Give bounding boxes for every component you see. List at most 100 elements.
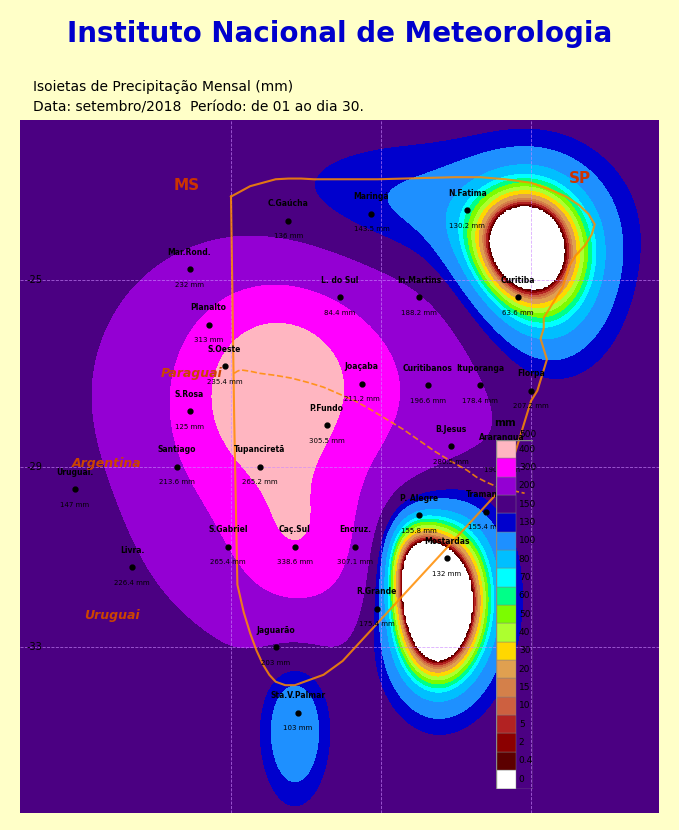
Text: -33: -33 <box>26 642 43 652</box>
Text: Curitibanos: Curitibanos <box>403 364 452 373</box>
Text: 63.6 mm: 63.6 mm <box>502 310 534 315</box>
Text: 188.2 mm: 188.2 mm <box>401 310 437 315</box>
Bar <box>496 458 516 476</box>
Text: 280.5 mm: 280.5 mm <box>433 458 469 465</box>
Text: Planalto: Planalto <box>191 303 227 312</box>
Bar <box>496 476 516 495</box>
Text: 400: 400 <box>519 445 536 453</box>
Text: 338.6 mm: 338.6 mm <box>277 559 313 565</box>
Text: 136 mm: 136 mm <box>274 233 303 239</box>
Text: L. do Sul: L. do Sul <box>320 276 359 285</box>
Text: Caç.Sul: Caç.Sul <box>279 525 311 534</box>
Bar <box>496 715 516 734</box>
Text: Data: setembro/2018  Período: de 01 ao dia 30.: Data: setembro/2018 Período: de 01 ao di… <box>33 100 364 115</box>
Text: 20: 20 <box>519 665 530 674</box>
Text: 125 mm: 125 mm <box>175 424 204 430</box>
Text: S.Oeste: S.Oeste <box>208 345 241 354</box>
Text: 226.4 mm: 226.4 mm <box>114 580 150 586</box>
Text: Jaguarão: Jaguarão <box>256 626 295 635</box>
Text: Encruz.: Encruz. <box>340 525 371 534</box>
Text: -25: -25 <box>26 275 43 285</box>
Text: 232 mm: 232 mm <box>175 282 204 288</box>
Text: S.Gabriel: S.Gabriel <box>208 525 248 534</box>
Text: 265.4 mm: 265.4 mm <box>210 559 246 565</box>
Text: 80: 80 <box>519 554 530 564</box>
Bar <box>496 734 516 752</box>
Text: Santiago: Santiago <box>158 446 196 454</box>
Polygon shape <box>20 120 295 813</box>
Text: 103 mm: 103 mm <box>283 725 312 731</box>
Bar <box>496 495 516 513</box>
Text: 0: 0 <box>519 775 525 784</box>
Bar <box>496 678 516 696</box>
Bar <box>496 569 516 587</box>
Text: Araranguá: Araranguá <box>479 433 525 442</box>
Text: 60: 60 <box>519 591 530 600</box>
Text: 40: 40 <box>519 628 530 637</box>
Text: Uruguai: Uruguai <box>84 609 140 622</box>
Bar <box>496 696 516 715</box>
Text: 155.4 mm: 155.4 mm <box>469 525 504 530</box>
Text: -29: -29 <box>26 461 43 472</box>
Text: Joaçaba: Joaçaba <box>345 362 379 371</box>
Bar <box>496 752 516 770</box>
Text: 30: 30 <box>519 647 530 656</box>
Text: 147 mm: 147 mm <box>60 501 89 507</box>
Bar <box>496 587 516 605</box>
Text: MS: MS <box>174 178 200 193</box>
Text: 190.6 mm: 190.6 mm <box>484 466 520 473</box>
Text: P. Alegre: P. Alegre <box>400 494 439 503</box>
Text: 143.5 mm: 143.5 mm <box>354 227 389 232</box>
Bar <box>496 550 516 569</box>
Text: 100: 100 <box>519 536 536 545</box>
Text: 15: 15 <box>519 683 530 692</box>
Text: 130.2 mm: 130.2 mm <box>449 223 485 229</box>
Text: 196.6 mm: 196.6 mm <box>409 398 445 403</box>
Text: 132 mm: 132 mm <box>432 571 461 577</box>
Text: 213.6 mm: 213.6 mm <box>159 480 195 486</box>
Text: 200: 200 <box>519 481 536 491</box>
Text: Paraguai: Paraguai <box>161 367 223 380</box>
Text: mm: mm <box>494 418 516 428</box>
Text: 175.4 mm: 175.4 mm <box>359 622 394 627</box>
Text: 178.4 mm: 178.4 mm <box>462 398 498 403</box>
Text: 50: 50 <box>519 610 530 618</box>
Bar <box>496 440 516 458</box>
Text: 235.4 mm: 235.4 mm <box>207 378 242 385</box>
Text: Florpa: Florpa <box>517 369 545 378</box>
Text: 0.4: 0.4 <box>519 756 533 765</box>
Text: 265.2 mm: 265.2 mm <box>242 480 278 486</box>
Text: Ituporanga: Ituporanga <box>456 364 504 373</box>
Text: N.Fatima: N.Fatima <box>447 189 487 198</box>
Text: 313 mm: 313 mm <box>194 337 223 344</box>
Bar <box>496 513 516 532</box>
Bar <box>496 642 516 660</box>
Text: 300: 300 <box>519 463 536 472</box>
Text: 10: 10 <box>519 701 530 710</box>
Text: Tupanciretã: Tupanciretã <box>234 446 285 454</box>
Text: 150: 150 <box>519 500 536 509</box>
Text: Uruguai.: Uruguai. <box>56 467 93 476</box>
Text: Mostardas: Mostardas <box>424 537 469 546</box>
Bar <box>496 623 516 642</box>
Polygon shape <box>20 120 659 294</box>
Text: 155.8 mm: 155.8 mm <box>401 528 437 534</box>
Text: Argentina: Argentina <box>71 457 141 470</box>
Text: R.Grande: R.Grande <box>356 588 397 597</box>
Text: P.Fundo: P.Fundo <box>310 404 344 413</box>
Text: 500: 500 <box>519 430 536 439</box>
Text: Tramand.: Tramand. <box>466 491 507 500</box>
Bar <box>496 660 516 678</box>
Text: Livra.: Livra. <box>120 546 144 555</box>
Text: 307.1 mm: 307.1 mm <box>337 559 373 565</box>
Text: 84.4 mm: 84.4 mm <box>324 310 355 315</box>
Bar <box>496 532 516 550</box>
Text: Instituto Nacional de Meteorologia: Instituto Nacional de Meteorologia <box>67 20 612 47</box>
Text: B.Jesus: B.Jesus <box>435 425 467 433</box>
Bar <box>496 770 516 788</box>
Text: S.Rosa: S.Rosa <box>175 390 204 399</box>
Text: Curitiba: Curitiba <box>501 276 536 285</box>
Text: 70: 70 <box>519 573 530 582</box>
Text: Mar.Rond.: Mar.Rond. <box>168 248 211 256</box>
Text: 5: 5 <box>519 720 525 729</box>
